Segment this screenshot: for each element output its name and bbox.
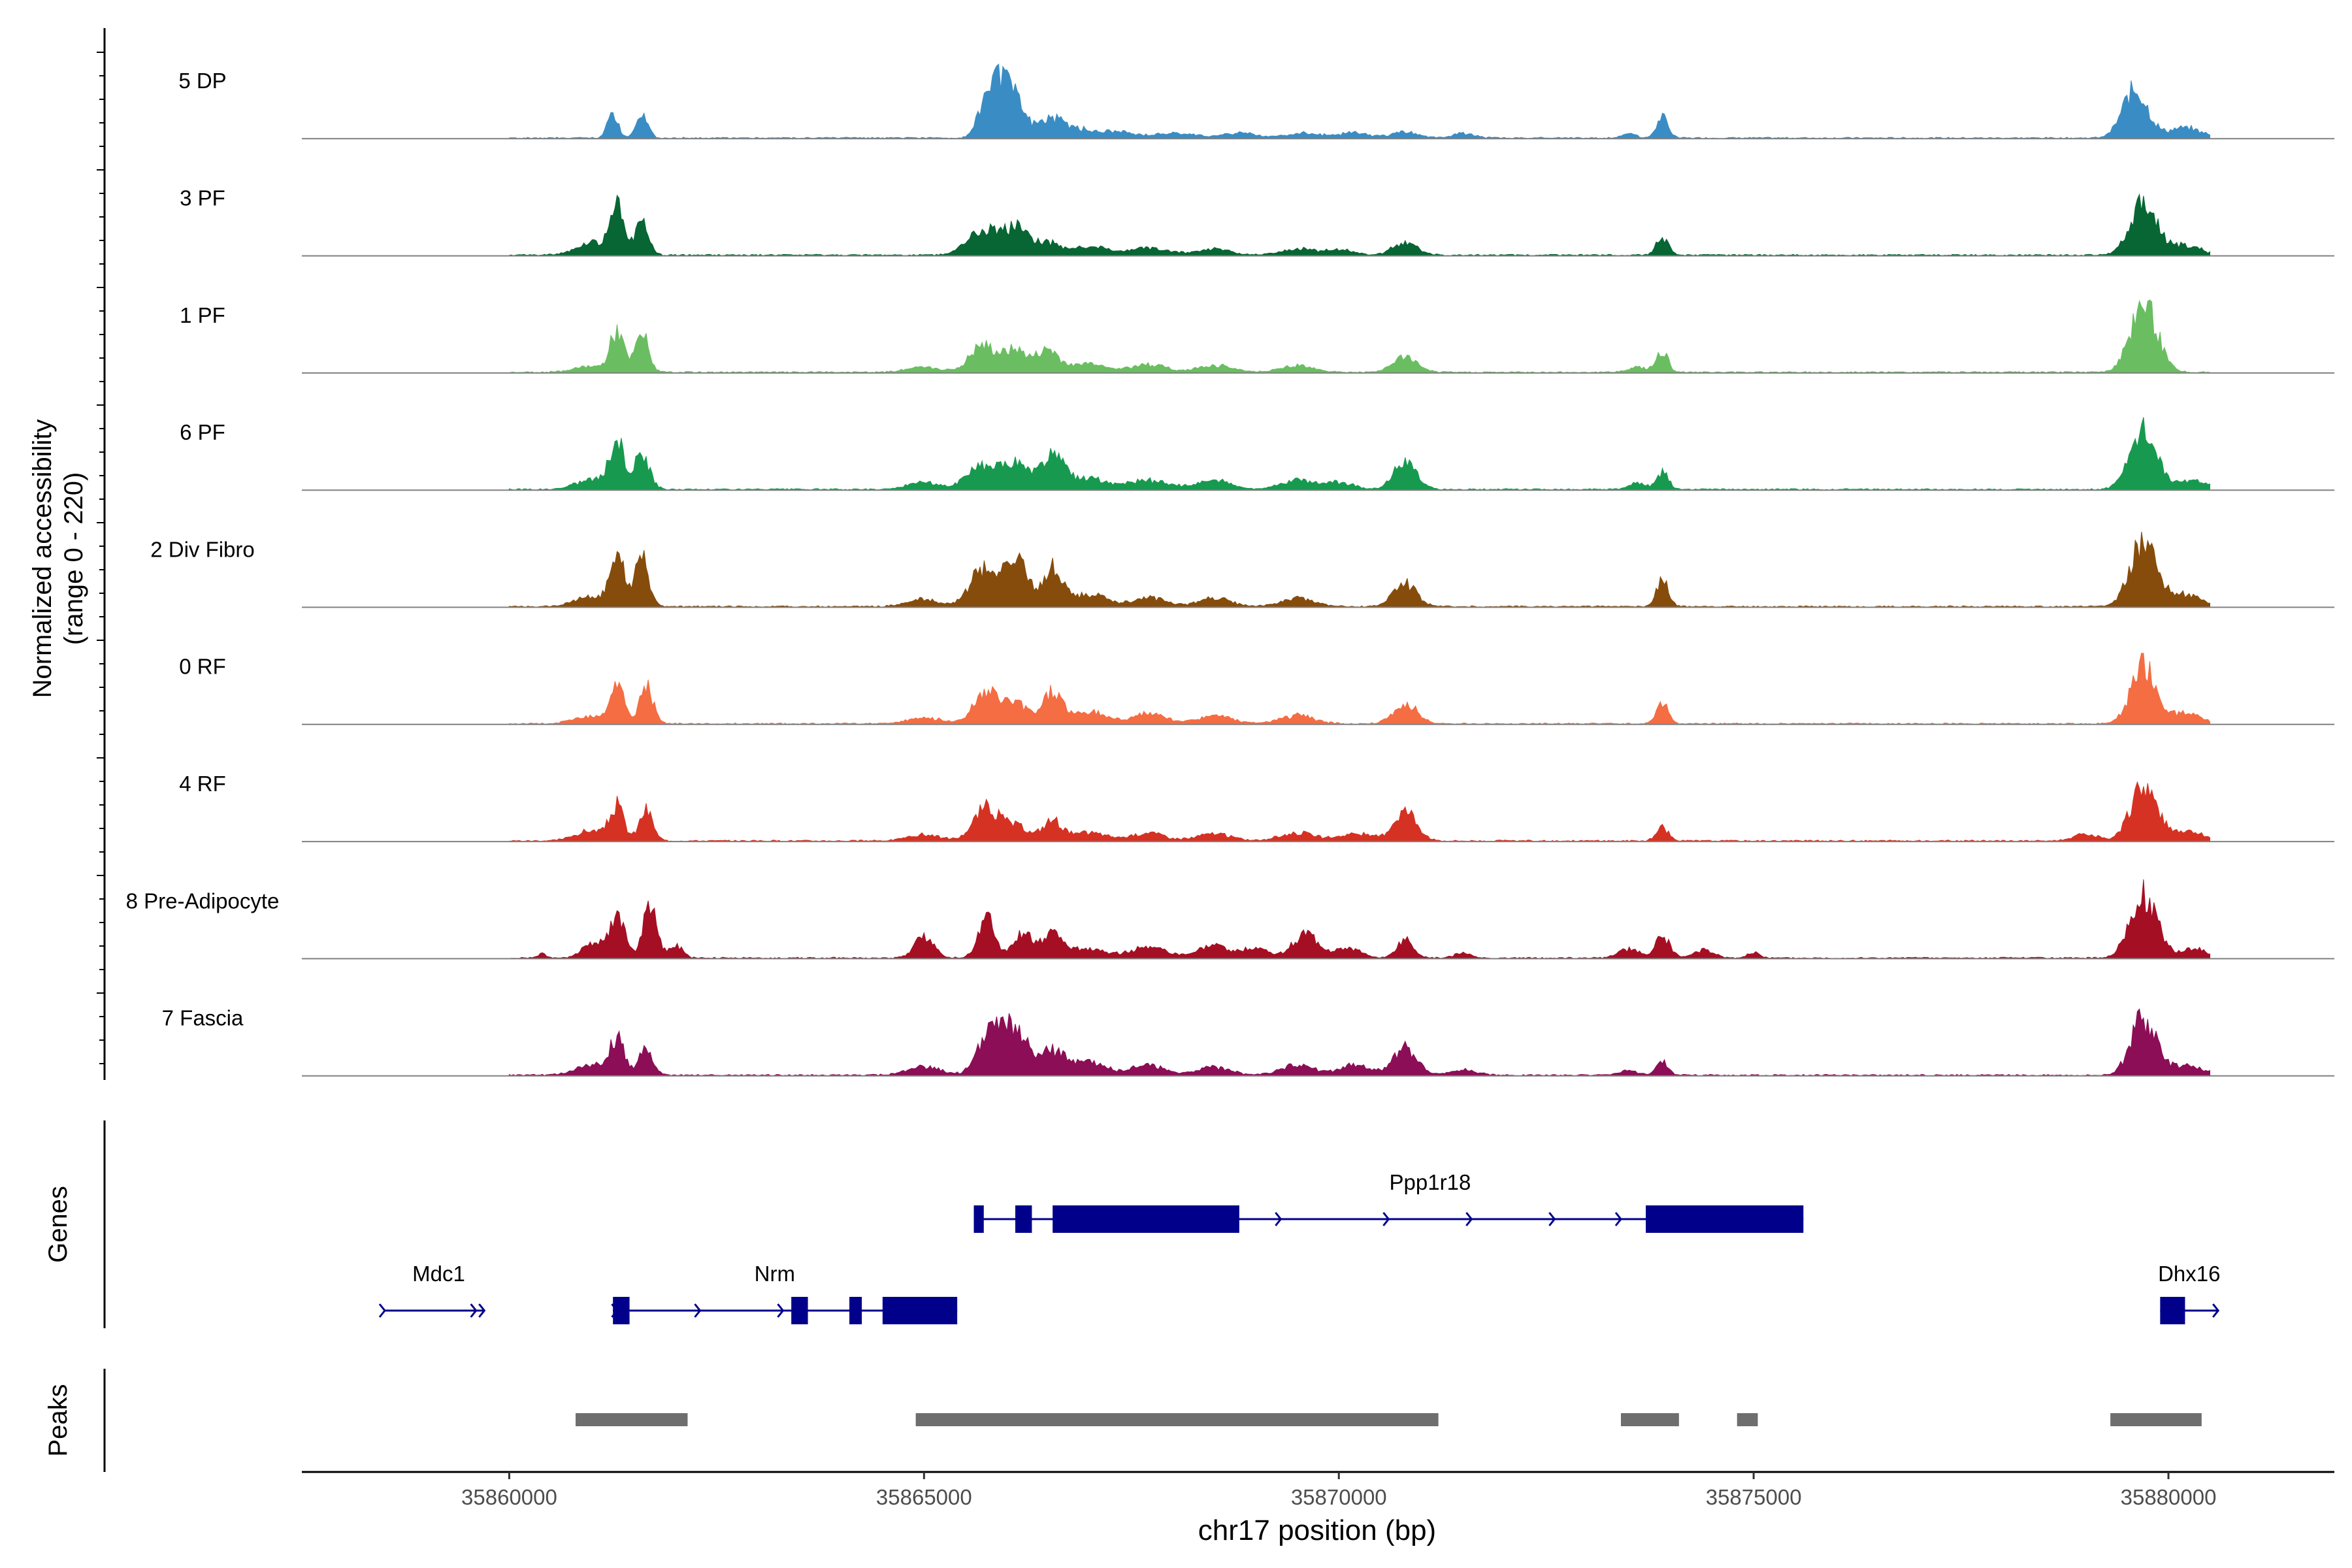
track-7-fascia: 7 Fascia — [162, 1006, 2334, 1077]
track-signal-area — [508, 299, 2210, 374]
track-5-dp: 5 DP — [178, 63, 2334, 140]
gene-strand-arrow — [470, 1303, 478, 1318]
track-signal-area — [508, 417, 2210, 491]
gene-name: Mdc1 — [412, 1262, 465, 1286]
gene-annotations: Ppp1r18 Mdc1 Nrm Dhx16 — [378, 1170, 2220, 1324]
track-signal-area — [508, 1008, 2210, 1077]
gene-ppp1r18: Ppp1r18 — [973, 1170, 1804, 1233]
genes-panel-label: Genes — [44, 1186, 73, 1263]
track-label: 4 RF — [179, 772, 226, 796]
gene-strand-arrow — [1548, 1212, 1556, 1226]
track-label: 8 Pre-Adipocyte — [126, 889, 280, 913]
track-signal-area — [508, 879, 2210, 959]
track-label: 1 PF — [180, 303, 225, 327]
track-label: 0 RF — [179, 655, 226, 679]
track-label: 6 PF — [180, 420, 225, 444]
track-2-div-fibro: 2 Div Fibro — [150, 531, 2334, 608]
gene-exon — [791, 1297, 808, 1324]
gene-exon — [882, 1297, 958, 1324]
gene-strand-arrow — [1614, 1212, 1622, 1226]
x-tick-label: 35880000 — [2121, 1485, 2217, 1509]
gene-mdc1: Mdc1 — [378, 1262, 486, 1318]
track-signal-area — [508, 781, 2210, 842]
peak-region-bar — [576, 1413, 688, 1426]
gene-strand-arrow — [611, 1303, 619, 1318]
gene-exon — [1646, 1205, 1804, 1233]
track-signal-area — [508, 653, 2210, 725]
gene-name: Dhx16 — [2158, 1262, 2220, 1286]
x-tick-label: 35865000 — [876, 1485, 972, 1509]
gene-strand-arrow — [1382, 1212, 1390, 1226]
peak-regions — [576, 1413, 2202, 1426]
peaks-panel-label: Peaks — [44, 1384, 73, 1456]
track-8-pre-adipocyte: 8 Pre-Adipocyte — [126, 879, 2334, 960]
track-3-pf: 3 PF — [180, 186, 2334, 257]
peak-region-bar — [2110, 1413, 2202, 1426]
gene-exon — [1015, 1205, 1032, 1233]
gene-strand-arrow — [378, 1303, 386, 1318]
x-axis-label: chr17 position (bp) — [1198, 1514, 1436, 1546]
coverage-tracks: 5 DP 3 PF 1 PF 6 PF 2 Div Fibro 0 RF 4 RF 8 Pre… — [126, 63, 2334, 1077]
peak-region-bar — [915, 1413, 1439, 1426]
track-label: 7 Fascia — [162, 1006, 244, 1030]
track-label: 3 PF — [180, 186, 225, 210]
x-tick-label: 35860000 — [461, 1485, 557, 1509]
coverage-y-label-line2: (range 0 - 220) — [59, 472, 88, 645]
track-signal-area — [508, 63, 2210, 139]
gene-dhx16: Dhx16 — [2158, 1262, 2220, 1324]
x-tick-label: 35875000 — [1706, 1485, 1802, 1509]
gene-strand-arrow — [478, 1303, 486, 1318]
gene-nrm: Nrm — [611, 1262, 958, 1324]
gene-exon — [973, 1205, 984, 1233]
gene-exon — [2160, 1297, 2185, 1324]
gene-exon — [613, 1297, 630, 1324]
gene-strand-arrow — [2212, 1303, 2220, 1318]
gene-name: Ppp1r18 — [1390, 1170, 1471, 1194]
track-0-rf: 0 RF — [179, 653, 2334, 725]
peak-region-bar — [1620, 1413, 1679, 1426]
gene-exon — [849, 1297, 862, 1324]
gene-exon — [1053, 1205, 1239, 1233]
x-axis: 35860000 35865000 35870000 35875000 35880000 — [461, 1472, 2216, 1509]
gene-strand-arrow — [694, 1303, 702, 1318]
gene-strand-arrow — [1150, 1212, 1158, 1226]
track-label: 5 DP — [178, 69, 226, 93]
gene-strand-arrow — [1465, 1212, 1473, 1226]
gene-name: Nrm — [755, 1262, 795, 1286]
track-4-rf: 4 RF — [179, 772, 2334, 843]
gene-strand-arrow — [1275, 1212, 1282, 1226]
track-6-pf: 6 PF — [180, 417, 2334, 491]
track-1-pf: 1 PF — [180, 299, 2334, 374]
track-label: 2 Div Fibro — [150, 537, 255, 561]
x-tick-label: 35870000 — [1291, 1485, 1387, 1509]
track-signal-area — [508, 531, 2210, 608]
coverage-y-axis-ticks — [97, 52, 105, 1064]
coverage-y-label-line1: Normalized accessibility — [28, 419, 57, 698]
peak-region-bar — [1737, 1413, 1758, 1426]
track-signal-area — [508, 193, 2210, 257]
gene-strand-arrow — [777, 1303, 785, 1318]
